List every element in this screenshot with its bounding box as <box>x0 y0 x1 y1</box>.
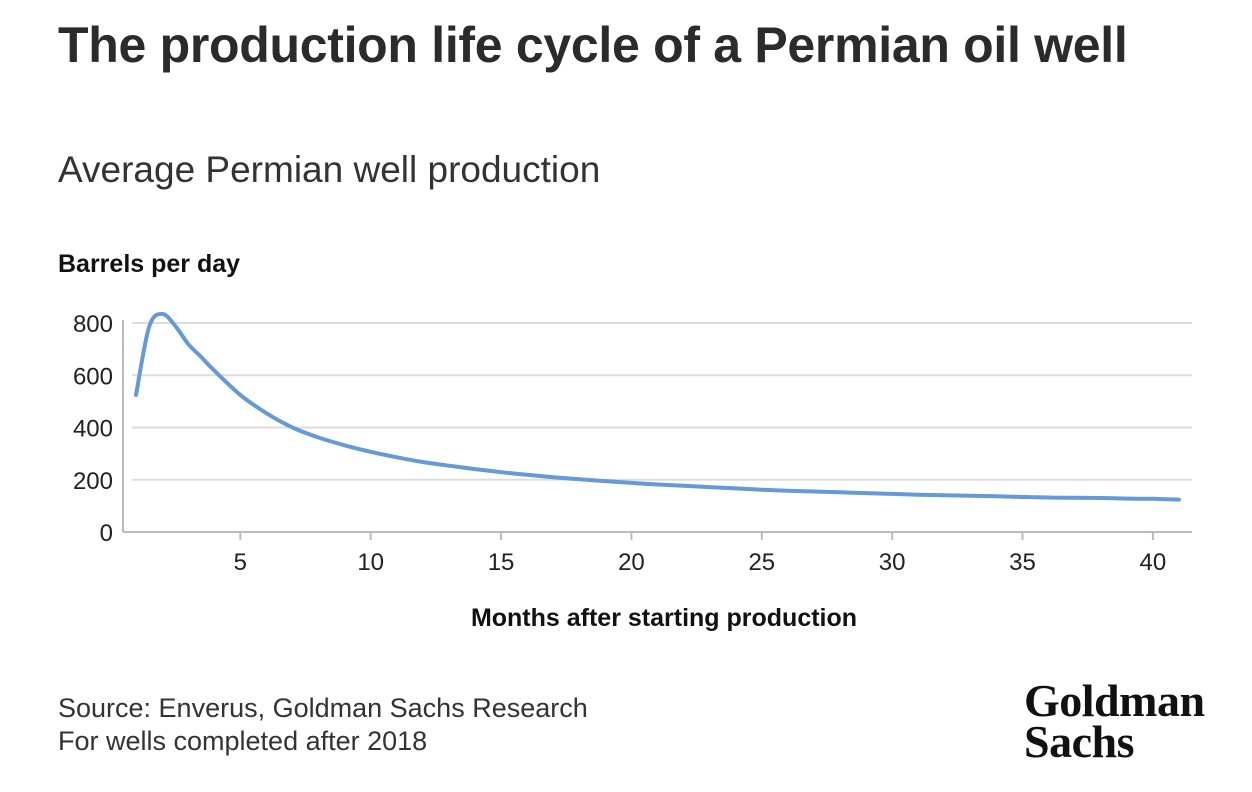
x-tick-label: 10 <box>357 549 384 576</box>
x-tick-label: 5 <box>234 549 247 576</box>
y-tick-label: 0 <box>100 520 113 547</box>
logo-line-2: Sachs <box>1024 716 1134 767</box>
y-tick-label: 400 <box>73 416 113 443</box>
chart-title: The production life cycle of a Permian o… <box>58 17 1128 73</box>
goldman-sachs-logo: Goldman Sachs <box>1024 675 1205 767</box>
footer: Source: Enverus, Goldman Sachs Research … <box>58 692 588 758</box>
y-tick-label: 600 <box>73 363 113 390</box>
chart-subtitle: Average Permian well production <box>58 149 601 190</box>
source-note: Source: Enverus, Goldman Sachs Research <box>58 693 588 723</box>
y-tick-label: 800 <box>73 311 113 338</box>
logo-line-1: Goldman <box>1024 675 1205 726</box>
x-tick-label: 35 <box>1009 549 1036 576</box>
series-line <box>134 311 1181 502</box>
x-tick-label: 30 <box>879 549 906 576</box>
x-tick-label: 20 <box>618 549 645 576</box>
footnote: For wells completed after 2018 <box>58 726 428 756</box>
y-axis-label: Barrels per day <box>58 250 241 278</box>
x-axis-label: Months after starting production <box>470 604 858 632</box>
x-tick-label: 15 <box>488 549 515 576</box>
x-tick-label: 25 <box>748 549 775 576</box>
y-tick-label: 200 <box>73 468 113 495</box>
x-tick-label: 40 <box>1140 549 1167 576</box>
